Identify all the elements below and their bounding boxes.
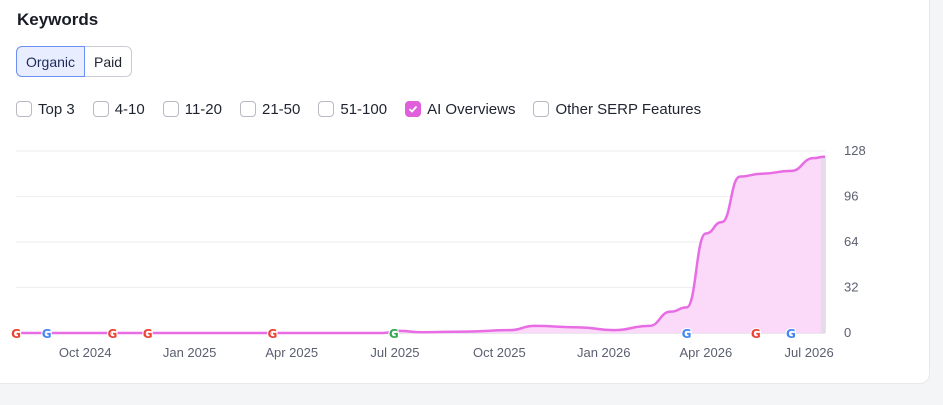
google-icon: G (11, 327, 21, 341)
y-tick-label: 64 (844, 234, 858, 249)
keywords-card: Keywords Organic Paid Top 3 4-10 11-20 2… (0, 0, 930, 384)
y-tick-label: 96 (844, 189, 858, 204)
checkbox[interactable] (240, 101, 256, 117)
filter-label: 51-100 (340, 100, 388, 118)
filter-label: Top 3 (38, 100, 75, 118)
filter-11-20[interactable]: 11-20 (162, 100, 222, 118)
tab-organic[interactable]: Organic (16, 46, 86, 77)
series-area (16, 156, 825, 333)
x-tick-label: Oct 2024 (59, 345, 112, 360)
filter-ai-overviews[interactable]: AI Overviews (405, 101, 515, 118)
x-tick-label: Jan 2025 (163, 345, 217, 360)
google-icon: G (751, 327, 761, 341)
checkbox[interactable] (533, 101, 550, 117)
checkbox[interactable] (162, 101, 179, 117)
x-tick-label: Jul 2025 (370, 345, 419, 360)
google-icon: G (267, 327, 277, 341)
current-period-band (821, 156, 826, 333)
filter-top-3[interactable]: Top 3 (16, 101, 75, 118)
filter-label: AI Overviews (427, 100, 516, 118)
organic-paid-toggle: Organic Paid (16, 46, 133, 77)
google-icon: G (108, 327, 118, 341)
google-icon: G (389, 327, 399, 341)
x-tick-label: Jul 2026 (785, 345, 834, 360)
filter-4-10[interactable]: 4-10 (92, 100, 145, 118)
checkbox[interactable] (405, 101, 422, 117)
filter-other-serp-features[interactable]: Other SERP Features (533, 101, 701, 118)
checkbox[interactable] (318, 101, 335, 117)
y-tick-label: 32 (844, 280, 858, 295)
filter-label: 21-50 (262, 100, 301, 118)
x-tick-label: Apr 2026 (679, 345, 732, 360)
google-icon: G (143, 327, 153, 341)
keywords-area-chart[interactable]: 0 32 64 96 128 Oct 2024 Jan 2025 Apr 2025 Jul 20… (0, 138, 900, 368)
checkbox[interactable] (92, 101, 109, 117)
filter-label: 11-20 (184, 100, 222, 118)
card-title: Keywords (17, 10, 99, 29)
y-tick-label: 128 (844, 143, 866, 158)
google-icon: G (786, 327, 796, 341)
x-tick-label: Jan 2026 (577, 345, 631, 360)
y-tick-label: 0 (844, 325, 851, 340)
filter-51-100[interactable]: 51-100 (318, 101, 387, 118)
x-tick-label: Oct 2025 (473, 345, 526, 360)
checkbox[interactable] (16, 101, 32, 117)
google-icon: G (682, 327, 692, 341)
series-line (16, 155, 826, 335)
filter-label: 4-10 (114, 100, 145, 118)
filter-label: Other SERP Features (555, 100, 702, 118)
tab-paid[interactable]: Paid (85, 46, 133, 77)
x-tick-label: Apr 2025 (265, 345, 318, 360)
position-filters: Top 3 4-10 11-20 21-50 51-100 AI Overvie… (16, 99, 719, 119)
filter-21-50[interactable]: 21-50 (240, 101, 300, 118)
google-icon: G (42, 327, 52, 341)
